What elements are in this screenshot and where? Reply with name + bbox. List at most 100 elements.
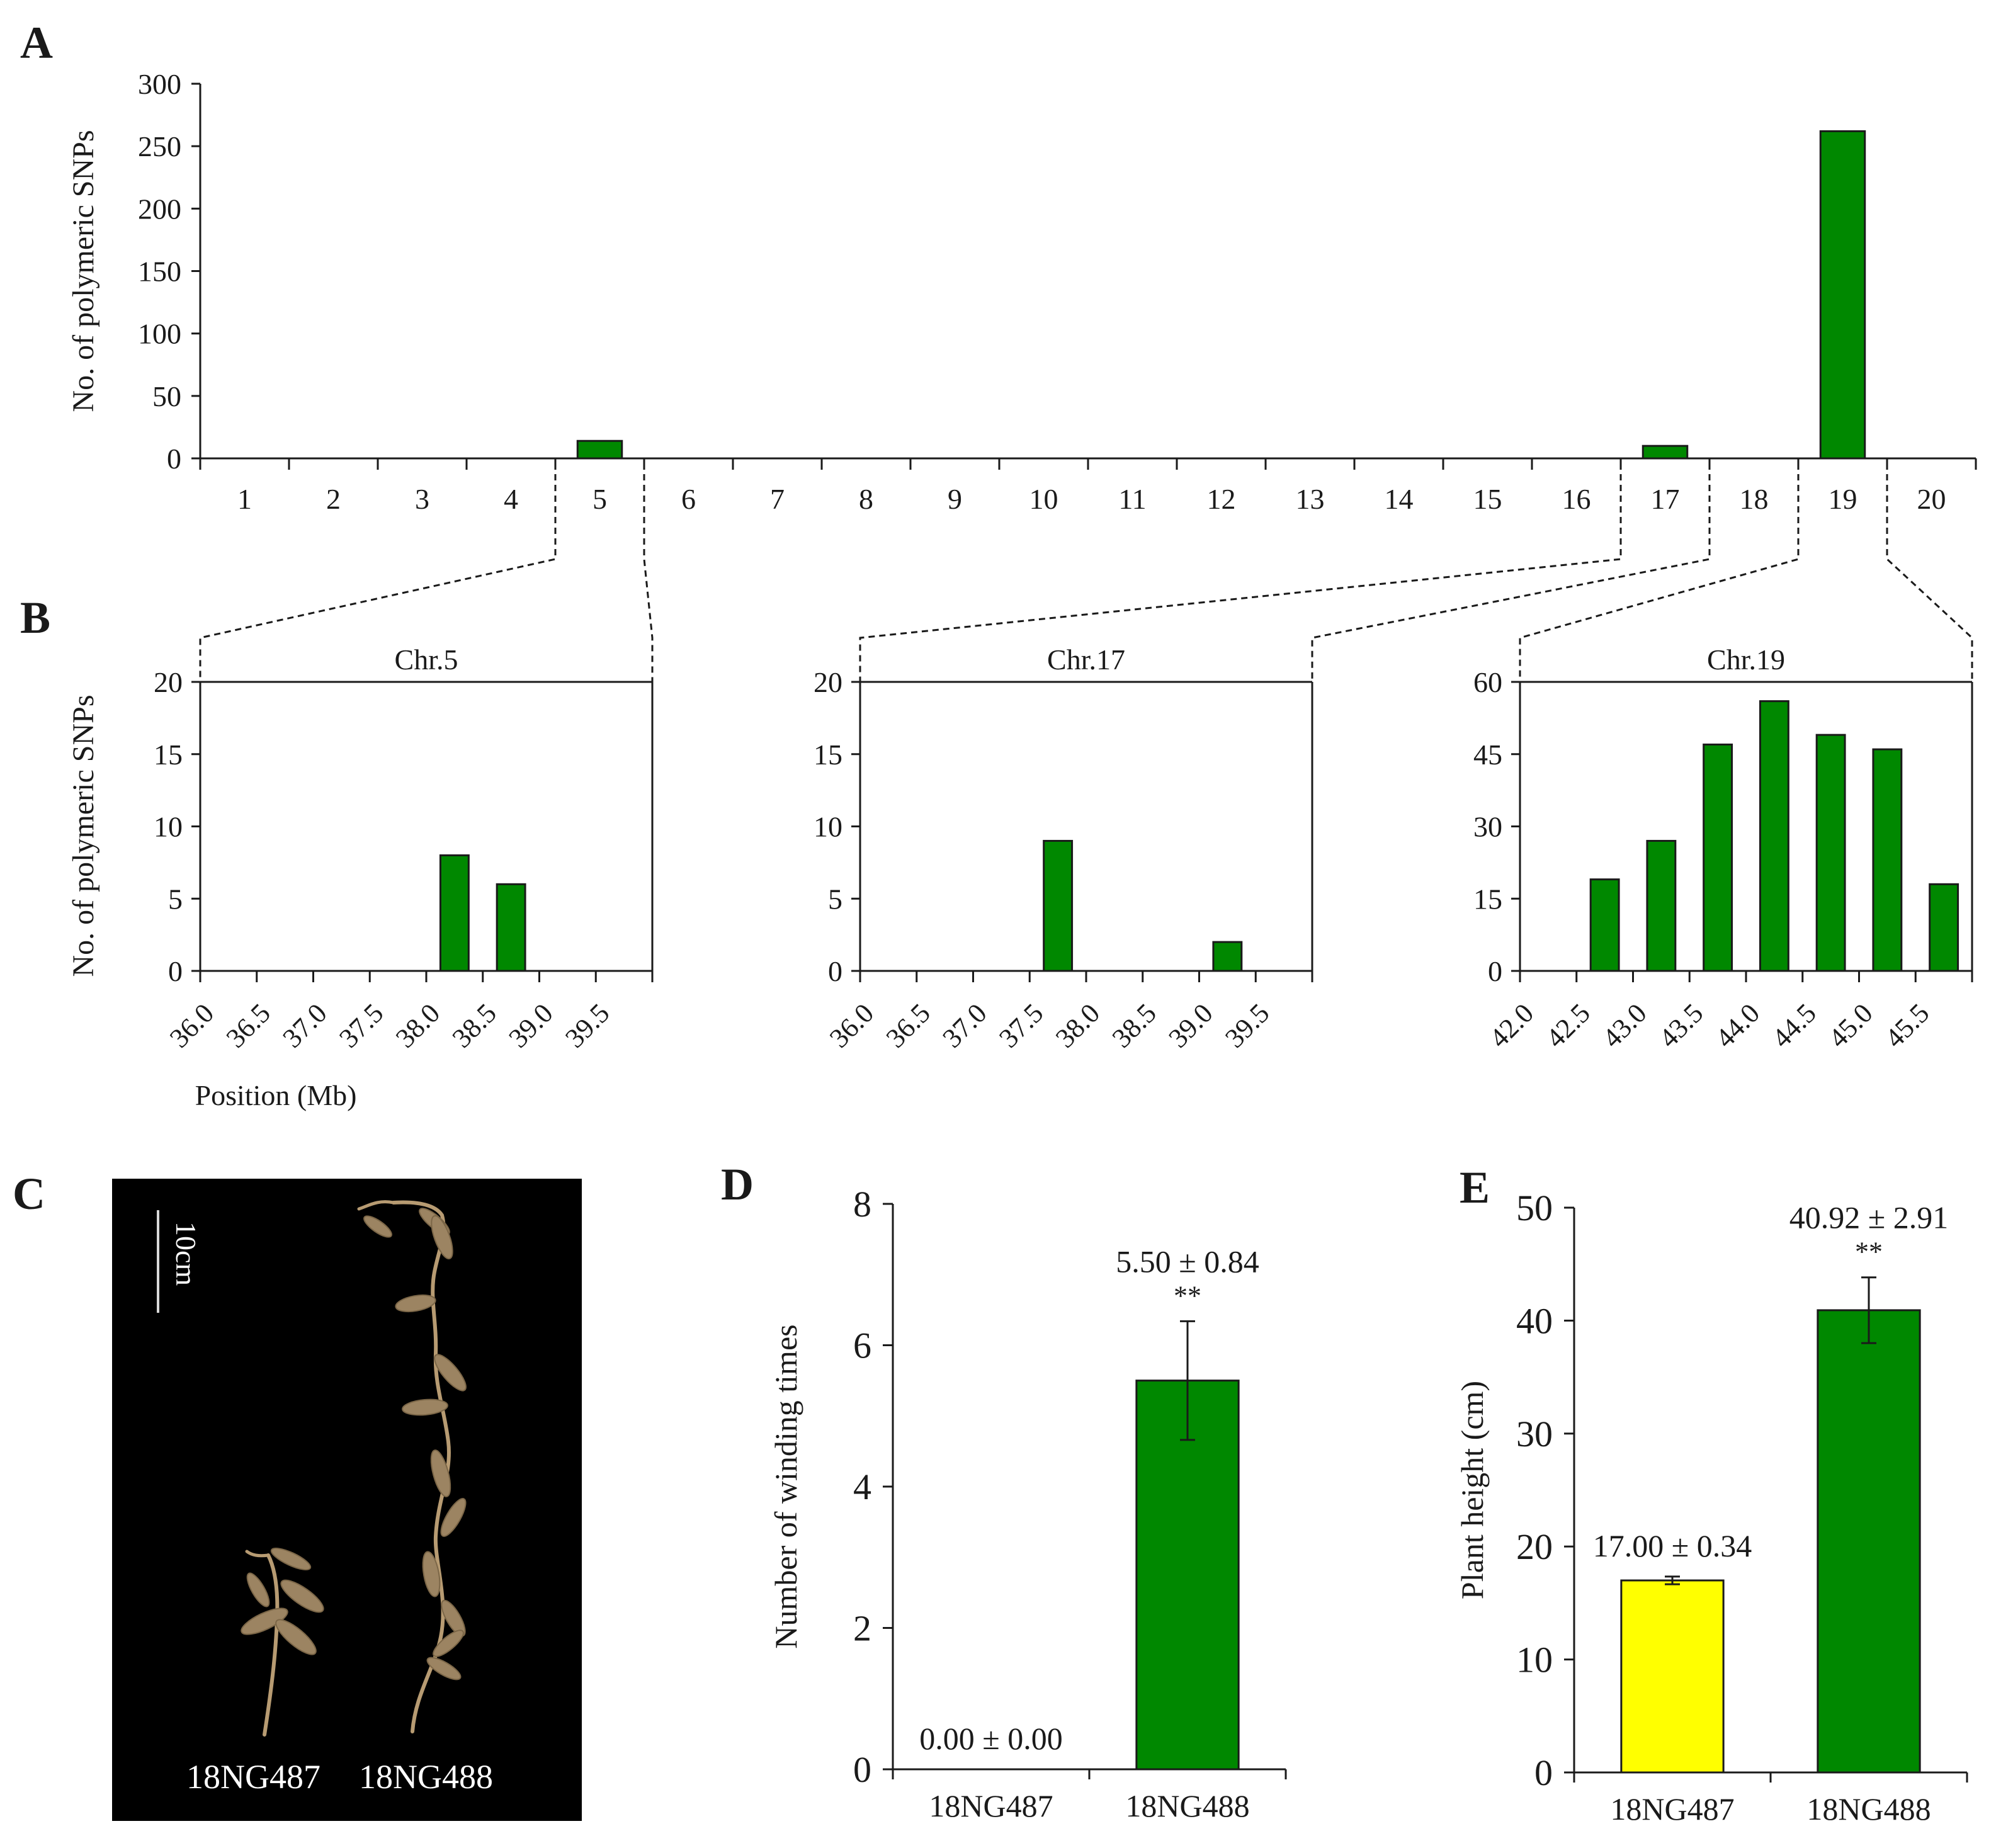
bar <box>1703 743 1733 972</box>
subplot-title: Chr.17 <box>1047 643 1125 676</box>
x-tick-label: 19 <box>1829 483 1857 515</box>
panel-c-photo: 10cm 18NG487 18NG488 <box>112 1179 582 1821</box>
plant-18NG488 <box>357 1200 467 1733</box>
scale-bar-label: 10cm <box>170 1222 202 1286</box>
x-tick-label: 45.0 <box>1822 997 1878 1053</box>
x-tick-label: 37.0 <box>276 997 332 1053</box>
y-tick-label: 10 <box>814 811 842 843</box>
y-tick-label: 0 <box>853 1749 871 1790</box>
value-label: 17.00 ± 0.34 <box>1593 1528 1752 1563</box>
x-tick-label: 39.0 <box>1162 997 1218 1053</box>
bar <box>1819 130 1866 460</box>
x-tick-label: 42.5 <box>1540 997 1596 1053</box>
bar <box>1872 748 1903 972</box>
x-tick-label: 10 <box>1029 483 1058 515</box>
zoom-connector-left <box>199 474 557 682</box>
x-tick-label: 45.5 <box>1879 997 1935 1053</box>
panel-d: 0 2 4 6 8 Number of winding times 18NG487 0.00 … <box>768 1184 1287 1823</box>
x-tick-label: 38.0 <box>390 997 446 1053</box>
x-tick-label: 13 <box>1296 483 1325 515</box>
x-tick-label: 3 <box>415 483 429 515</box>
y-tick-label: 150 <box>138 256 181 288</box>
y-tick-label: 15 <box>814 739 842 771</box>
x-tick-label: 37.5 <box>993 997 1049 1053</box>
panel-e: 0 10 20 30 40 50 Plant height (cm) 18NG487 17.00… <box>1454 1188 1968 1827</box>
x-tick-label: 37.5 <box>333 997 389 1053</box>
x-tick-label: 36.0 <box>824 997 880 1053</box>
x-tick-label: 39.5 <box>1219 997 1275 1053</box>
bar <box>1212 941 1243 972</box>
y-axis-title: No. of polymeric SNPs <box>67 130 100 412</box>
x-tick-label: 6 <box>681 483 696 515</box>
y-tick-label: 60 <box>1473 666 1502 698</box>
photo-background <box>112 1179 582 1821</box>
x-tick-label: 18NG487 <box>1610 1791 1734 1827</box>
x-tick-label: 20 <box>1917 483 1946 515</box>
significance-mark: ** <box>1174 1280 1201 1311</box>
y-tick-label: 50 <box>1516 1188 1553 1228</box>
y-tick-label: 30 <box>1516 1414 1553 1454</box>
bar <box>1620 1579 1725 1774</box>
zoom-connector-right <box>643 474 654 682</box>
y-tick-label: 45 <box>1473 739 1502 771</box>
subplot-title: Chr.5 <box>395 643 458 676</box>
panel-b: No. of polymeric SNPs Position (Mb) Chr.5 0… <box>67 474 1973 1111</box>
y-tick-label: 10 <box>154 811 183 843</box>
significance-mark: ** <box>1855 1237 1883 1267</box>
x-tick-label: 16 <box>1562 483 1591 515</box>
panel-a: 0 50 100 150 200 250 300 No. of polymeric SNPs 1… <box>67 68 1977 515</box>
bar <box>1759 700 1789 972</box>
y-axis-title: No. of polymeric SNPs <box>67 695 100 977</box>
sample-label-18NG488: 18NG488 <box>359 1758 493 1796</box>
value-label: 0.00 ± 0.00 <box>919 1721 1062 1756</box>
panel-label-d: D <box>721 1159 754 1210</box>
y-tick-label: 40 <box>1516 1300 1553 1341</box>
y-axis-title: Number of winding times <box>768 1324 803 1648</box>
x-tick-label: 11 <box>1118 483 1146 515</box>
x-tick-label: 38.5 <box>1106 997 1162 1053</box>
sample-label-18NG487: 18NG487 <box>186 1758 320 1796</box>
y-tick-label: 250 <box>138 130 181 162</box>
value-label: 40.92 ± 2.91 <box>1789 1200 1948 1235</box>
y-tick-label: 5 <box>828 883 842 915</box>
y-tick-label: 5 <box>168 883 183 915</box>
x-tick-label: 8 <box>859 483 873 515</box>
y-tick-label: 200 <box>138 193 181 225</box>
x-tick-label: 9 <box>948 483 962 515</box>
bar <box>1043 839 1074 972</box>
bar <box>1646 839 1677 972</box>
bar <box>496 883 526 972</box>
value-label: 5.50 ± 0.84 <box>1116 1244 1259 1279</box>
x-tick-label: 15 <box>1473 483 1502 515</box>
y-tick-label: 300 <box>138 68 181 100</box>
panel-label-a: A <box>20 18 53 68</box>
x-tick-label: 39.5 <box>559 997 615 1053</box>
bar <box>1929 883 1959 972</box>
bar <box>1815 734 1846 972</box>
x-tick-label: 44.5 <box>1766 997 1822 1053</box>
x-tick-label: 2 <box>326 483 341 515</box>
x-tick-label: 36.5 <box>880 997 936 1053</box>
x-tick-label: 12 <box>1207 483 1236 515</box>
y-tick-label: 15 <box>1473 883 1502 915</box>
x-tick-label: 44.0 <box>1710 997 1766 1053</box>
zoom-connector-left <box>1519 474 1800 682</box>
y-tick-label: 20 <box>814 666 842 698</box>
x-tick-label: 43.5 <box>1653 997 1709 1053</box>
x-tick-label: 18NG488 <box>1125 1788 1249 1823</box>
y-tick-label: 2 <box>853 1608 871 1649</box>
x-tick-label: 5 <box>593 483 607 515</box>
y-tick-label: 0 <box>168 955 183 987</box>
bar <box>1589 878 1620 972</box>
bar <box>439 854 470 972</box>
y-tick-label: 0 <box>828 955 842 987</box>
y-tick-label: 10 <box>1516 1640 1553 1681</box>
plant-18NG487 <box>241 1548 324 1737</box>
x-tick-label: 37.0 <box>936 997 992 1053</box>
bar <box>1642 445 1689 460</box>
zoom-connector-right <box>1311 474 1711 682</box>
